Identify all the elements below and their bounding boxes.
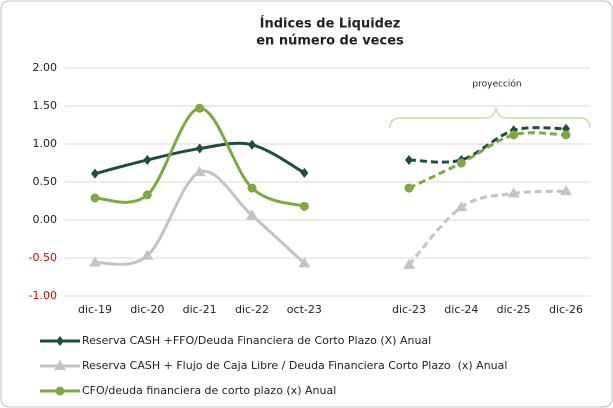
data-point [247, 183, 257, 193]
x-tick-label: oct-23 [287, 303, 322, 316]
data-point [195, 103, 205, 113]
x-tick-label: dic-24 [444, 303, 478, 316]
y-tick-label: 1.00 [33, 137, 58, 150]
y-tick-label: 0.50 [33, 175, 58, 188]
data-point [507, 187, 520, 198]
series-line [408, 131, 567, 190]
x-tick-label: dic-20 [130, 303, 164, 316]
legend-marker [55, 386, 65, 396]
annotation: proyección [472, 79, 521, 90]
data-point [141, 249, 154, 260]
data-point [561, 130, 571, 140]
x-tick-label: dic-21 [183, 303, 217, 316]
data-point [89, 256, 101, 267]
data-point [142, 190, 152, 200]
data-point [404, 183, 414, 193]
legend-marker [54, 360, 66, 370]
legend-label: Reserva CASH + Flujo de Caja Libre / Deu… [82, 359, 507, 372]
chart-title: Índices de Liquidez [260, 16, 401, 32]
x-tick-label: dic-22 [235, 303, 269, 316]
series-line [408, 126, 567, 164]
data-point [456, 158, 466, 168]
x-tick-label: dic-19 [78, 303, 112, 316]
data-point [560, 185, 572, 196]
data-point [90, 193, 100, 203]
data-point [246, 209, 258, 220]
legend-label: Reserva CASH +FFO/Deuda Financiera de Co… [82, 334, 431, 347]
legend-label: CFO/deuda financiera de corto plazo (x) … [82, 384, 336, 397]
x-tick-label: dic-23 [392, 303, 426, 316]
y-tick-label: 1.50 [33, 99, 58, 112]
projection-bracket [389, 107, 591, 129]
data-point [298, 257, 311, 268]
data-point [193, 166, 206, 177]
legend-marker [56, 336, 64, 346]
data-point [509, 130, 519, 140]
data-point [405, 154, 413, 165]
data-point [299, 201, 309, 211]
data-point [143, 154, 152, 165]
y-tick-label: 0.00 [33, 213, 58, 226]
data-point [403, 258, 415, 269]
x-tick-label: dic-26 [549, 303, 583, 316]
data-point [248, 139, 256, 150]
data-point [91, 168, 99, 179]
y-tick-label: 2.00 [33, 61, 58, 74]
series-line [407, 189, 567, 266]
data-point [455, 201, 468, 212]
y-tick-label: -1.00 [29, 289, 57, 302]
y-tick-label: -0.50 [29, 251, 57, 264]
x-tick-label: dic-25 [497, 303, 531, 316]
data-point [300, 167, 309, 178]
data-point [195, 143, 204, 154]
chart-subtitle: en número de veces [256, 34, 404, 49]
